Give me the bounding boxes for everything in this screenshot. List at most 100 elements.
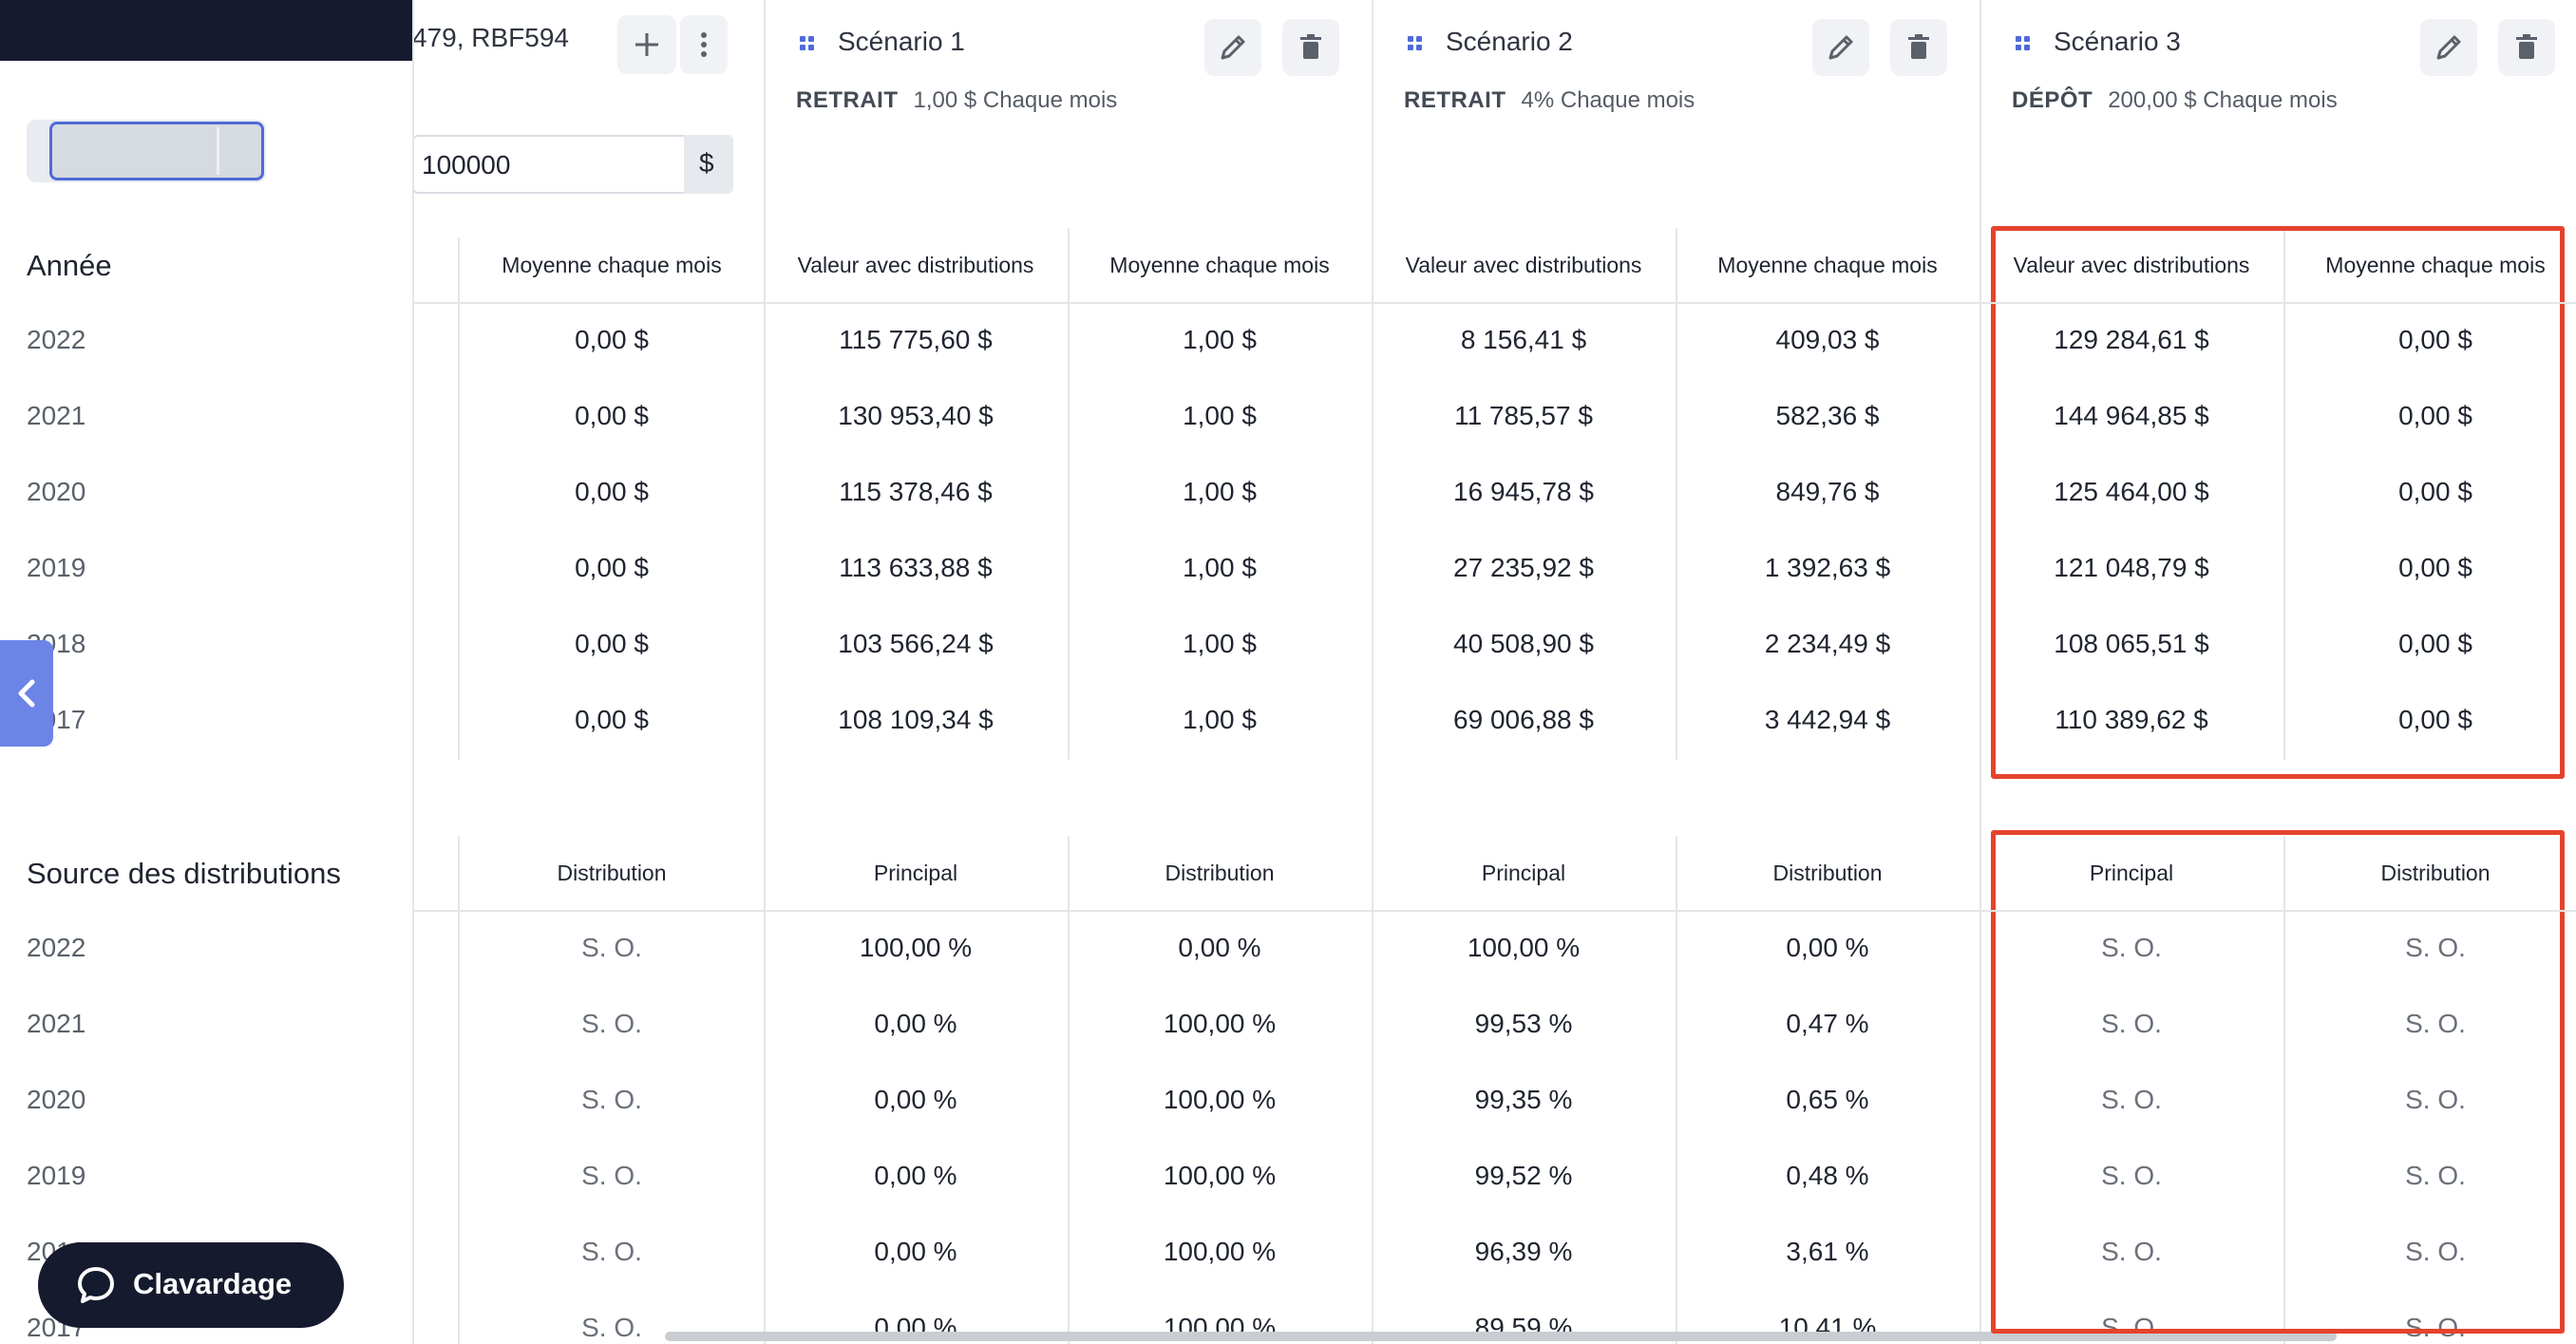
column-header: Distribution [2380, 861, 2491, 885]
table-cell: 0,00 $ [2398, 629, 2472, 658]
table-cell: 16 945,78 $ [1453, 477, 1594, 506]
scenario-detail: 1,00 $ Chaque mois [913, 87, 1118, 113]
table-cell: 125 464,00 $ [2054, 477, 2209, 506]
table-cell: S. O. [2101, 933, 2162, 962]
selector-divider [217, 127, 219, 175]
table-cell: 1 392,63 $ [1764, 553, 1891, 582]
scenario-type: RETRAIT [796, 87, 899, 113]
delete-scenario-button[interactable] [1282, 19, 1339, 76]
table-cell: S. O. [2101, 1085, 2162, 1114]
table-cell: 115 775,60 $ [839, 325, 993, 354]
selector-highlight[interactable] [49, 122, 264, 180]
table-cell: 3,61 % [1786, 1237, 1869, 1266]
pencil-icon [1221, 35, 1245, 60]
collapse-sidebar-button[interactable] [0, 640, 53, 747]
edit-scenario-button[interactable] [2420, 19, 2477, 76]
table-cell: 100,00 % [859, 933, 973, 962]
table-cell: 1,00 $ [1183, 401, 1257, 430]
column-divider [1676, 836, 1677, 1344]
table-cell: 0,00 $ [575, 401, 649, 430]
table-cell: 100,00 % [1163, 1237, 1277, 1266]
table-cell: 0,00 $ [575, 325, 649, 354]
horizontal-scrollbar[interactable] [665, 1332, 2337, 1341]
column-header: Distribution [1165, 861, 1275, 885]
edit-scenario-button[interactable] [1204, 19, 1261, 76]
table-cell: 8 156,41 $ [1460, 325, 1587, 354]
table-cell: 99,35 % [1474, 1085, 1573, 1114]
table-cell: S. O. [581, 1161, 642, 1190]
column-header: Valeur avec distributions [1405, 253, 1642, 277]
table-cell: 0,00 $ [575, 629, 649, 658]
table-cell: 1,00 $ [1183, 553, 1257, 582]
table-cell: 0,48 % [1786, 1161, 1869, 1190]
section-title-source: Source des distributions [27, 857, 341, 890]
table-cell: S. O. [581, 1085, 642, 1114]
more-options-button[interactable] [680, 15, 728, 74]
chat-button[interactable]: Clavardage [38, 1242, 344, 1328]
table-cell: 1,00 $ [1183, 325, 1257, 354]
table-cell: 27 235,92 $ [1453, 553, 1594, 582]
trash-icon [1908, 34, 1929, 59]
table-cell: 0,00 $ [575, 553, 649, 582]
table-cell: 0,47 % [1786, 1009, 1869, 1038]
amount-value: 100000 [422, 150, 511, 180]
table-cell: S. O. [2405, 1009, 2466, 1038]
table-cell: 99,53 % [1474, 1009, 1573, 1038]
column-header: Moyenne chaque mois [1109, 253, 1330, 277]
drag-handle-icon[interactable] [1408, 36, 1423, 51]
table-cell: 0,65 % [1786, 1085, 1869, 1114]
scenario-summary: RETRAIT 1,00 $ Chaque mois [796, 87, 1117, 114]
table-cell: S. O. [581, 1237, 642, 1266]
column-header: Principal [873, 861, 958, 885]
column-divider [1068, 228, 1070, 760]
table-cell: 0,00 $ [2398, 553, 2472, 582]
table-cell: 0,00 $ [575, 477, 649, 506]
table-cell: S. O. [2101, 1237, 2162, 1266]
row-divider [0, 302, 2576, 304]
edit-scenario-button[interactable] [1812, 19, 1869, 76]
year-label: 2021 [27, 1009, 86, 1038]
scenario-summary: RETRAIT 4% Chaque mois [1404, 87, 1695, 114]
table-cell: 110 389,62 $ [2055, 705, 2208, 734]
scenario-panel [1979, 0, 2576, 1344]
table-cell: 96,39 % [1474, 1237, 1573, 1266]
drag-handle-icon[interactable] [2016, 36, 2031, 51]
section-title-annee: Année [27, 249, 112, 282]
table-cell: 130 953,40 $ [838, 401, 994, 430]
add-scenario-button[interactable] [617, 15, 676, 74]
column-divider [458, 836, 460, 1344]
column-divider [1676, 228, 1677, 760]
year-label: 2022 [27, 933, 86, 962]
table-cell: 69 006,88 $ [1453, 705, 1594, 734]
amount-input[interactable]: 100000 [412, 135, 684, 194]
delete-scenario-button[interactable] [1890, 19, 1947, 76]
table-cell: 0,00 $ [2398, 477, 2472, 506]
table-cell: 40 508,90 $ [1453, 629, 1594, 658]
table-cell: 100,00 % [1163, 1009, 1277, 1038]
scenario-title: Scénario 3 [2054, 27, 2181, 56]
table-cell: 103 566,24 $ [838, 629, 994, 658]
column-divider [1068, 836, 1070, 1344]
table-cell: 99,52 % [1474, 1161, 1573, 1190]
column-divider [2283, 836, 2285, 1344]
column-header: Moyenne chaque mois [502, 253, 722, 277]
table-cell: 582,36 $ [1775, 401, 1880, 430]
table-cell: 100,00 % [1163, 1085, 1277, 1114]
table-cell: S. O. [581, 1009, 642, 1038]
table-cell: S. O. [2101, 1009, 2162, 1038]
drag-handle-icon[interactable] [800, 36, 815, 51]
table-cell: 409,03 $ [1775, 325, 1880, 354]
column-header: Valeur avec distributions [797, 253, 1034, 277]
table-cell: 11 785,57 $ [1454, 401, 1593, 430]
table-cell: 108 065,51 $ [2054, 629, 2209, 658]
year-label: 2021 [27, 401, 86, 430]
table-cell: 100,00 % [1467, 933, 1581, 962]
year-label: 2020 [27, 1085, 86, 1114]
delete-scenario-button[interactable] [2498, 19, 2555, 76]
year-label: 2019 [27, 553, 86, 582]
table-cell: 3 442,94 $ [1764, 705, 1891, 734]
table-cell: 1,00 $ [1183, 629, 1257, 658]
column-header: Distribution [1772, 861, 1883, 885]
column-divider [2283, 228, 2285, 760]
table-cell: 108 109,34 $ [838, 705, 994, 734]
